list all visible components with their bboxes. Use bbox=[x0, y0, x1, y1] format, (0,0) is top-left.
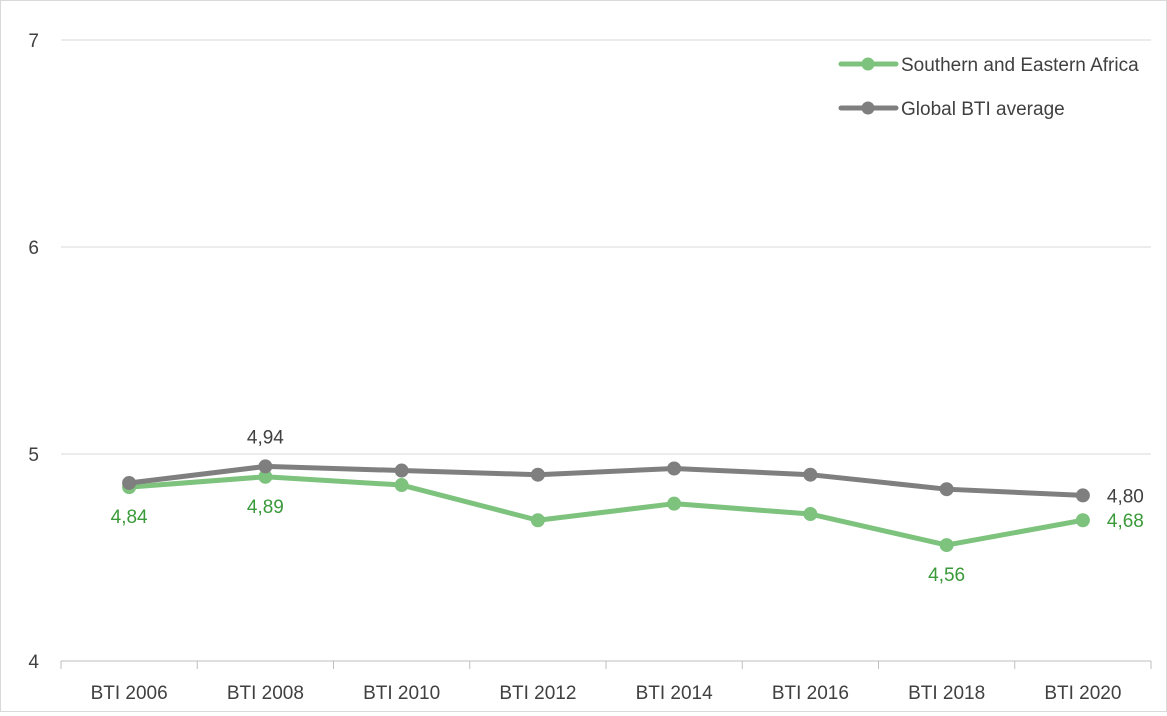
data-labels: 4,84 4,89 4,56 4,68 4,94 4,80 bbox=[111, 427, 1144, 586]
gridlines bbox=[61, 39, 1151, 455]
series-lines bbox=[122, 459, 1090, 553]
series-line bbox=[126, 463, 1086, 498]
data-label: 4,89 bbox=[247, 497, 284, 518]
data-point bbox=[122, 475, 137, 490]
x-tick-label: BTI 2014 bbox=[636, 683, 714, 704]
y-axis-tick-labels: 4 5 6 7 bbox=[28, 31, 39, 673]
data-label: 4,80 bbox=[1107, 486, 1144, 507]
data-point bbox=[1075, 513, 1090, 528]
data-point bbox=[1075, 488, 1090, 503]
x-axis bbox=[60, 660, 1152, 669]
data-label: 4,56 bbox=[928, 565, 965, 586]
legend-label: Southern and Eastern Africa bbox=[901, 55, 1139, 76]
x-axis-tick-labels: BTI 2006 BTI 2008 BTI 2010 BTI 2012 BTI 2014… bbox=[91, 683, 1122, 704]
data-point bbox=[667, 461, 682, 476]
data-point bbox=[803, 507, 818, 522]
data-point bbox=[258, 459, 273, 474]
x-tick-label: BTI 2008 bbox=[227, 683, 304, 704]
legend-label: Global BTI average bbox=[901, 99, 1065, 120]
data-point bbox=[939, 538, 954, 553]
legend-swatch-marker bbox=[861, 101, 875, 115]
data-point bbox=[530, 513, 545, 528]
data-label: 4,68 bbox=[1107, 511, 1144, 532]
series-line bbox=[126, 474, 1086, 548]
data-point bbox=[667, 496, 682, 511]
legend-item: Southern and Eastern Africa bbox=[838, 55, 1139, 76]
x-tick-label: BTI 2016 bbox=[772, 683, 849, 704]
x-tick-label: BTI 2006 bbox=[91, 683, 168, 704]
legend: Southern and Eastern Africa Global BTI av… bbox=[838, 55, 1139, 120]
x-tick-label: BTI 2020 bbox=[1044, 683, 1121, 704]
x-tick-label: BTI 2018 bbox=[908, 683, 985, 704]
y-tick-label: 5 bbox=[28, 445, 39, 466]
data-point bbox=[530, 467, 545, 482]
data-point bbox=[803, 467, 818, 482]
y-tick-label: 4 bbox=[28, 652, 39, 673]
x-tick-label: BTI 2012 bbox=[499, 683, 576, 704]
x-tick-label: BTI 2010 bbox=[363, 683, 440, 704]
data-label: 4,84 bbox=[111, 507, 148, 528]
data-label: 4,94 bbox=[247, 427, 284, 448]
data-point bbox=[394, 463, 409, 478]
data-point bbox=[394, 478, 409, 493]
y-tick-label: 7 bbox=[28, 31, 39, 52]
y-tick-label: 6 bbox=[28, 238, 39, 259]
legend-swatch-marker bbox=[861, 57, 875, 71]
data-point bbox=[939, 482, 954, 497]
legend-item: Global BTI average bbox=[838, 99, 1065, 120]
